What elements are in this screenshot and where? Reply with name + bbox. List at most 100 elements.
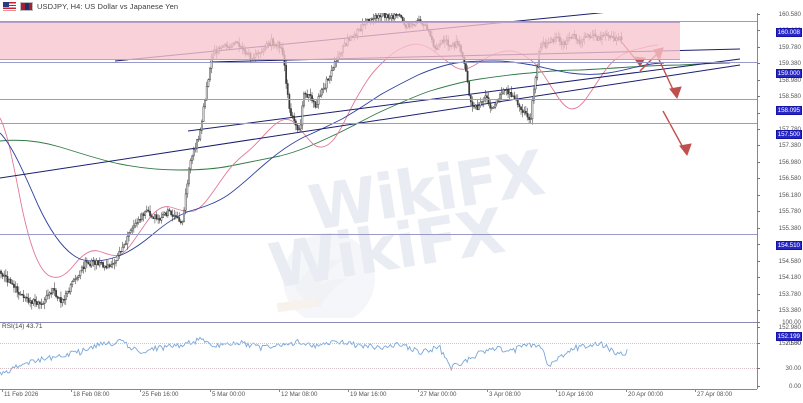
us-flag-icon bbox=[3, 2, 16, 11]
candle-body bbox=[124, 243, 127, 246]
price-level-badge[interactable]: 158.095 bbox=[775, 106, 802, 116]
candle-body bbox=[466, 70, 469, 82]
axis-tick-mark bbox=[757, 327, 760, 328]
chart-title: USDJPY, H4: US Dollar vs Japanese Yen bbox=[37, 2, 179, 11]
candle-body bbox=[126, 236, 129, 245]
candle-body bbox=[149, 211, 151, 216]
axis-tick-mark bbox=[757, 47, 760, 48]
lower-support-trendline-2 bbox=[187, 58, 741, 132]
time-tick-mark bbox=[71, 389, 72, 392]
price-tick-label: 159.380 bbox=[778, 60, 801, 67]
rsi-indicator-pane[interactable] bbox=[0, 322, 757, 389]
candle-body bbox=[92, 259, 95, 262]
candle-body bbox=[317, 96, 320, 105]
candle-body bbox=[528, 116, 530, 120]
price-level-badge[interactable]: 154.510 bbox=[775, 241, 802, 251]
price-tick-label: 152.580 bbox=[778, 340, 801, 347]
price-tick-label: 156.180 bbox=[778, 192, 801, 199]
price-tick-label: 155.780 bbox=[778, 208, 801, 215]
axis-tick-mark bbox=[757, 129, 760, 130]
candle-body bbox=[147, 209, 150, 212]
candle-body bbox=[111, 263, 114, 265]
candle-body bbox=[102, 262, 104, 268]
price-level-line-159000 bbox=[0, 62, 757, 63]
time-tick-mark bbox=[348, 389, 349, 392]
candle-body bbox=[58, 297, 61, 299]
axis-tick-mark bbox=[757, 310, 760, 311]
time-tick-mark bbox=[210, 389, 211, 392]
axis-tick-mark bbox=[757, 294, 760, 295]
rsi-tick-mark bbox=[757, 322, 760, 323]
candle-body bbox=[518, 104, 521, 108]
candle-body bbox=[374, 15, 377, 19]
candle-body bbox=[204, 99, 206, 108]
candle-body bbox=[510, 91, 513, 98]
candle-body bbox=[478, 105, 480, 110]
candle-body bbox=[293, 115, 296, 122]
candle-body bbox=[144, 211, 147, 216]
price-tick-label: 159.780 bbox=[778, 44, 801, 51]
candle-body bbox=[162, 214, 164, 218]
candle-body bbox=[324, 87, 326, 90]
candle-body bbox=[526, 112, 529, 118]
price-tick-label: 157.780 bbox=[779, 126, 801, 133]
candle-body bbox=[536, 66, 539, 78]
candle-body bbox=[392, 15, 394, 20]
candle-body bbox=[85, 261, 88, 263]
time-tick-mark bbox=[140, 389, 141, 392]
candle-body bbox=[9, 279, 12, 284]
candle-body bbox=[179, 221, 182, 224]
ma-fast-pink-line bbox=[0, 43, 659, 278]
time-tick-mark bbox=[695, 389, 696, 392]
rsi-legend-label: RSI(14) 43.71 bbox=[2, 323, 43, 330]
candle-body bbox=[393, 13, 396, 20]
axis-tick-mark bbox=[757, 228, 760, 229]
time-tick-label: 19 Mar 16:00 bbox=[350, 391, 387, 398]
candle-body bbox=[16, 286, 19, 293]
candle-body bbox=[175, 215, 177, 217]
candle-body bbox=[502, 89, 505, 94]
candle-body bbox=[168, 209, 171, 212]
candle-body bbox=[471, 101, 474, 107]
price-tick-label: 160.580 bbox=[778, 11, 801, 18]
candle-body bbox=[115, 260, 117, 264]
price-level-badge[interactable]: 152.199 bbox=[775, 332, 802, 342]
candle-body bbox=[325, 78, 328, 89]
candle-body bbox=[189, 160, 192, 170]
price-level-badge[interactable]: 159.000 bbox=[775, 69, 802, 79]
price-chart-pane[interactable]: WikiFX WikiFX bbox=[0, 13, 757, 320]
candle-body bbox=[181, 221, 184, 224]
candle-body bbox=[74, 278, 77, 281]
price-level-line-157500 bbox=[0, 123, 757, 124]
time-tick-label: 27 Apr 08:00 bbox=[697, 391, 733, 398]
candle-body bbox=[21, 293, 23, 296]
candle-body bbox=[328, 76, 331, 81]
price-axis[interactable]: 160.580160.180159.780159.380158.980158.5… bbox=[757, 11, 803, 390]
candle-body bbox=[183, 209, 185, 222]
time-axis-line bbox=[0, 389, 757, 390]
candle-body bbox=[68, 290, 70, 293]
time-axis[interactable]: 11 Feb 2026 18 Feb 08:00 25 Feb 16:00 5 Mar… bbox=[0, 389, 757, 403]
price-tick-label: 156.980 bbox=[778, 159, 801, 166]
price-level-badge[interactable]: 160.008 bbox=[775, 28, 802, 38]
price-level-line-160008 bbox=[0, 21, 757, 22]
candle-body bbox=[487, 97, 490, 104]
price-level-badge[interactable]: 157.500 bbox=[775, 130, 802, 140]
rsi-tick-label: 70.00 bbox=[785, 340, 801, 347]
candle-body bbox=[55, 290, 57, 297]
candle-body bbox=[98, 261, 101, 266]
price-tick-label: 155.380 bbox=[778, 225, 801, 232]
candle-body bbox=[178, 217, 181, 222]
price-level-line-158095 bbox=[0, 99, 757, 100]
candle-body bbox=[42, 303, 44, 305]
price-tick-label: 156.580 bbox=[778, 175, 801, 182]
candle-body bbox=[397, 14, 399, 16]
candle-body bbox=[490, 107, 493, 109]
axis-tick-mark bbox=[757, 261, 760, 262]
candle-body bbox=[476, 104, 479, 110]
time-tick-label: 11 Feb 2026 bbox=[4, 391, 39, 398]
candle-body bbox=[199, 130, 202, 140]
candle-body bbox=[371, 18, 373, 20]
axis-tick-mark bbox=[757, 145, 760, 146]
candle-body bbox=[118, 250, 121, 256]
